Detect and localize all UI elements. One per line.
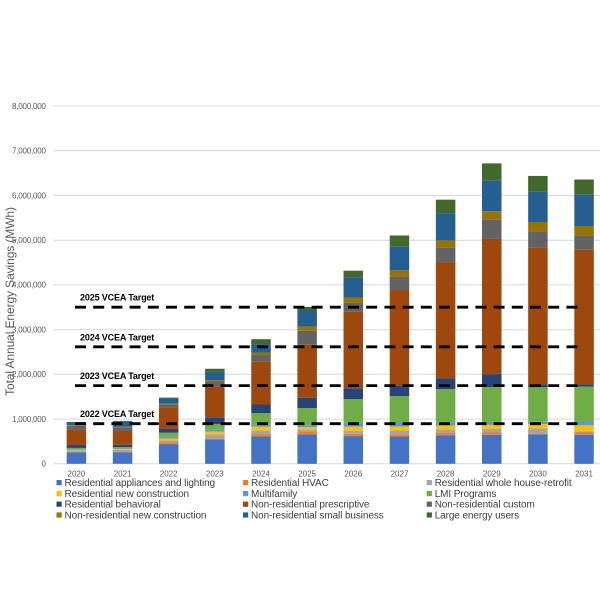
- svg-text:2031: 2031: [575, 470, 593, 479]
- svg-text:Total Annual Energy Savings (M: Total Annual Energy Savings (MWh): [3, 207, 17, 396]
- svg-text:Non-residential new constructi: Non-residential new construction: [65, 511, 207, 522]
- svg-text:3,000,000: 3,000,000: [12, 325, 47, 334]
- svg-text:Large energy users: Large energy users: [435, 511, 519, 522]
- svg-text:0: 0: [42, 460, 47, 469]
- svg-text:Residential whole house-retrof: Residential whole house-retrofit: [435, 478, 572, 489]
- svg-text:2025 VCEA Target: 2025 VCEA Target: [80, 293, 154, 303]
- svg-text:4,000,000: 4,000,000: [12, 281, 47, 290]
- svg-text:2,000,000: 2,000,000: [12, 370, 47, 379]
- svg-text:Non-residential small business: Non-residential small business: [251, 511, 384, 522]
- svg-text:Residential appliances and lig: Residential appliances and lighting: [65, 478, 216, 489]
- svg-text:Multifamily: Multifamily: [251, 489, 297, 500]
- svg-text:1,000,000: 1,000,000: [12, 415, 47, 424]
- svg-text:Non-residential custom: Non-residential custom: [435, 500, 535, 511]
- svg-text:Residential behavioral: Residential behavioral: [65, 500, 161, 511]
- svg-text:LMI Programs: LMI Programs: [435, 489, 497, 500]
- svg-text:Residential HVAC: Residential HVAC: [251, 478, 329, 489]
- svg-text:2022 VCEA Target: 2022 VCEA Target: [80, 409, 154, 419]
- svg-text:6,000,000: 6,000,000: [12, 191, 47, 200]
- svg-text:Residential new construction: Residential new construction: [65, 489, 190, 500]
- svg-text:7,000,000: 7,000,000: [12, 147, 47, 156]
- svg-text:2026: 2026: [344, 470, 362, 479]
- svg-text:2023 VCEA Target: 2023 VCEA Target: [80, 371, 154, 381]
- svg-text:Non-residential prescriptive: Non-residential prescriptive: [251, 500, 370, 511]
- svg-text:2027: 2027: [391, 470, 409, 479]
- svg-text:2024 VCEA Target: 2024 VCEA Target: [80, 332, 154, 342]
- svg-text:5,000,000: 5,000,000: [12, 236, 47, 245]
- svg-text:8,000,000: 8,000,000: [12, 102, 47, 111]
